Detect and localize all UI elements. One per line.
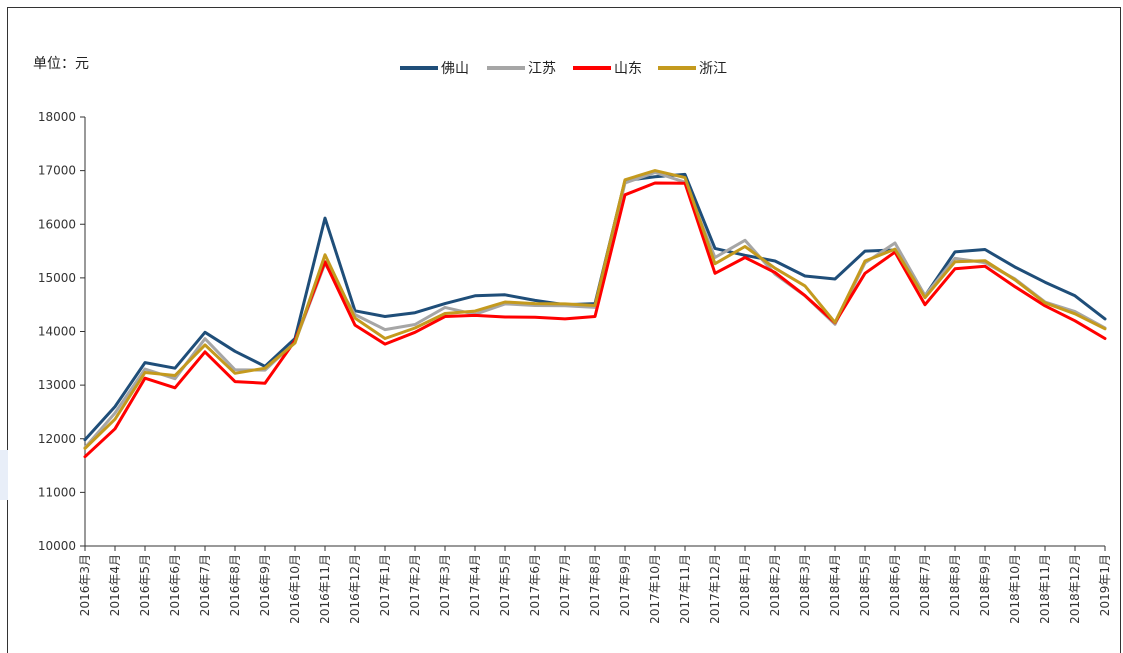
x-tick-label: 2018年1月 xyxy=(738,554,752,616)
x-tick-label: 2018年6月 xyxy=(888,554,902,616)
x-tick-label: 2017年1月 xyxy=(378,554,392,616)
legend-label-0: 佛山 xyxy=(441,61,469,77)
left-accent-strip xyxy=(0,450,8,500)
x-tick-label: 2016年10月 xyxy=(288,554,302,624)
x-tick-label: 2017年5月 xyxy=(498,554,512,616)
x-tick-label: 2018年3月 xyxy=(798,554,812,616)
x-tick-label: 2016年5月 xyxy=(138,554,152,616)
x-tick-label: 2018年11月 xyxy=(1038,554,1052,624)
x-tick-label: 2017年8月 xyxy=(588,554,602,616)
x-tick-label: 2016年8月 xyxy=(228,554,242,616)
x-tick-label: 2018年2月 xyxy=(768,554,782,616)
legend-label-1: 江苏 xyxy=(528,61,556,77)
y-tick-label: 15000 xyxy=(38,271,76,285)
x-tick-label: 2019年1月 xyxy=(1098,554,1112,616)
x-tick-label: 2017年2月 xyxy=(408,554,422,616)
y-axis: 10000 11000 12000 13000 14000 15000 16000 17000… xyxy=(38,110,86,553)
x-tick-label: 2018年7月 xyxy=(918,554,932,616)
x-axis: 2016年3月 2016年4月 2016年5月 2016年6月 2016年7月 2016年… xyxy=(78,545,1112,624)
y-tick-label: 12000 xyxy=(38,432,76,446)
series-line-3 xyxy=(83,169,1107,450)
series-line-1 xyxy=(83,171,1107,450)
legend-label-3: 浙江 xyxy=(699,61,727,77)
y-tick-label: 17000 xyxy=(38,164,76,178)
x-tick-label: 2016年7月 xyxy=(198,554,212,616)
x-tick-label: 2016年11月 xyxy=(318,554,332,624)
y-tick-label: 11000 xyxy=(38,485,76,499)
legend-label-2: 山东 xyxy=(614,61,642,77)
x-tick-label: 2018年10月 xyxy=(1008,554,1022,624)
x-tick-label: 2016年3月 xyxy=(78,554,92,616)
series-line-2 xyxy=(83,181,1107,459)
x-tick-label: 2016年4月 xyxy=(108,554,122,616)
x-tick-label: 2018年8月 xyxy=(948,554,962,616)
x-tick-label: 2017年6月 xyxy=(528,554,542,616)
x-tick-label: 2018年9月 xyxy=(978,554,992,616)
x-tick-label: 2017年11月 xyxy=(678,554,692,624)
chart-frame xyxy=(7,7,1121,653)
x-tick-label: 2016年12月 xyxy=(348,554,362,624)
x-tick-label: 2018年5月 xyxy=(858,554,872,616)
x-tick-label: 2017年10月 xyxy=(648,554,662,624)
x-tick-label: 2017年12月 xyxy=(708,554,722,624)
x-tick-label: 2016年6月 xyxy=(168,554,182,616)
x-tick-label: 2017年4月 xyxy=(468,554,482,616)
x-tick-label: 2017年9月 xyxy=(618,554,632,616)
x-tick-label: 2018年12月 xyxy=(1068,554,1082,624)
y-tick-label: 16000 xyxy=(38,217,76,231)
x-tick-label: 2016年9月 xyxy=(258,554,272,616)
plot-area xyxy=(83,169,1107,459)
x-tick-label: 2017年7月 xyxy=(558,554,572,616)
x-tick-label: 2017年3月 xyxy=(438,554,452,616)
legend: 佛山 江苏 山东 浙江 xyxy=(400,61,727,77)
y-tick-label: 14000 xyxy=(38,325,76,339)
unit-label: 单位：元 xyxy=(33,56,89,72)
y-tick-label: 10000 xyxy=(38,539,76,553)
y-tick-label: 18000 xyxy=(38,110,76,124)
y-tick-label: 13000 xyxy=(38,378,76,392)
x-tick-label: 2018年4月 xyxy=(828,554,842,616)
